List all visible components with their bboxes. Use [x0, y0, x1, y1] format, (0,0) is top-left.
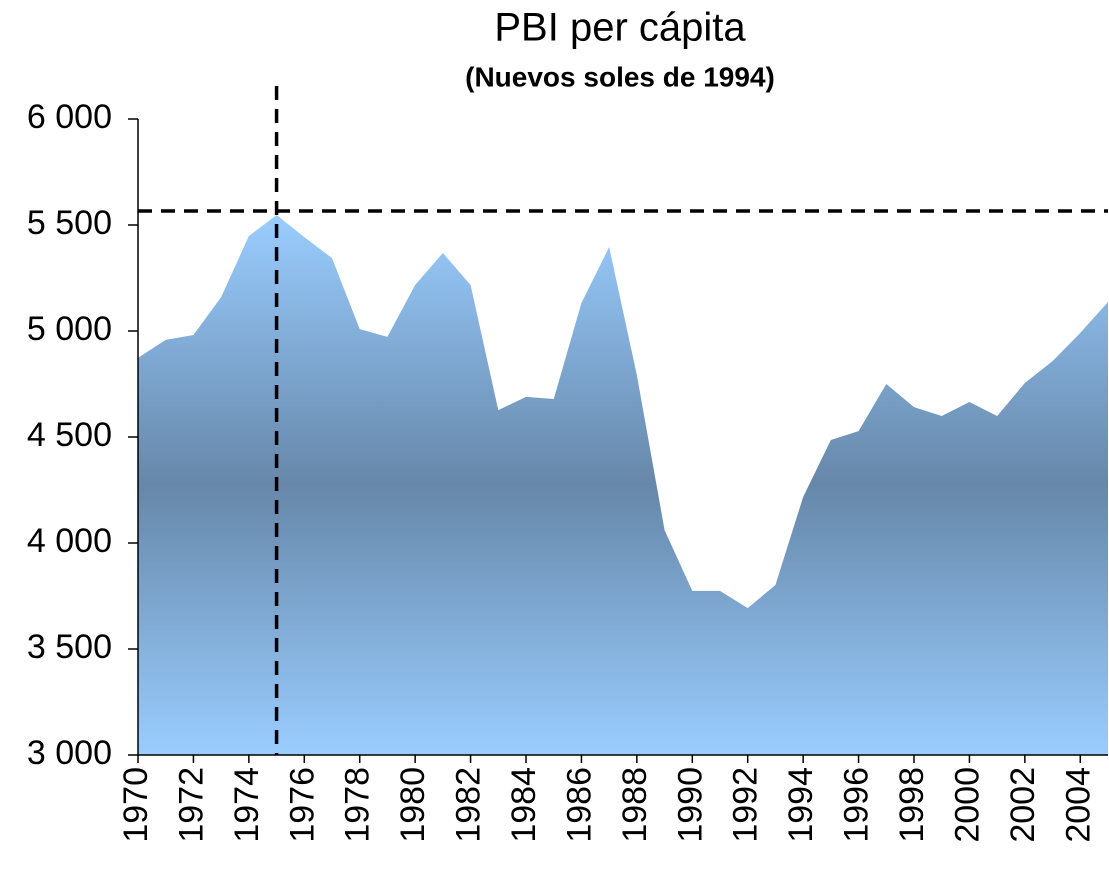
x-tick-label: 2000 — [948, 767, 986, 843]
chart-subtitle: (Nuevos soles de 1994) — [465, 61, 775, 92]
y-tick-label: 5 000 — [27, 310, 112, 348]
x-tick-label: 1994 — [782, 767, 820, 843]
x-tick-label: 1996 — [838, 767, 876, 843]
x-tick-label: 1976 — [283, 767, 321, 843]
y-tick-label: 3 000 — [27, 734, 112, 772]
y-tick-label: 4 000 — [27, 522, 112, 560]
x-tick-label: 1978 — [339, 767, 377, 843]
x-tick-label: 1986 — [560, 767, 598, 843]
x-tick-label: 1970 — [117, 767, 155, 843]
x-tick-label: 1990 — [671, 767, 709, 843]
y-tick-label: 5 500 — [27, 204, 112, 242]
x-tick-label: 1998 — [893, 767, 931, 843]
x-tick-label: 1972 — [172, 767, 210, 843]
x-tick-label: 1974 — [228, 767, 266, 843]
x-tick-label: 1980 — [394, 767, 432, 843]
x-tick-label: 2002 — [1004, 767, 1042, 843]
x-tick-label: 1988 — [616, 767, 654, 843]
y-tick-label: 6 000 — [27, 98, 112, 136]
y-tick-label: 4 500 — [27, 416, 112, 454]
x-tick-label: 1982 — [450, 767, 488, 843]
chart-title: PBI per cápita — [494, 6, 746, 50]
x-tick-label: 1984 — [505, 767, 543, 843]
area — [138, 215, 1108, 755]
x-tick-label: 1992 — [727, 767, 765, 843]
x-tick-label: 2004 — [1059, 767, 1097, 843]
y-tick-label: 3 500 — [27, 628, 112, 666]
